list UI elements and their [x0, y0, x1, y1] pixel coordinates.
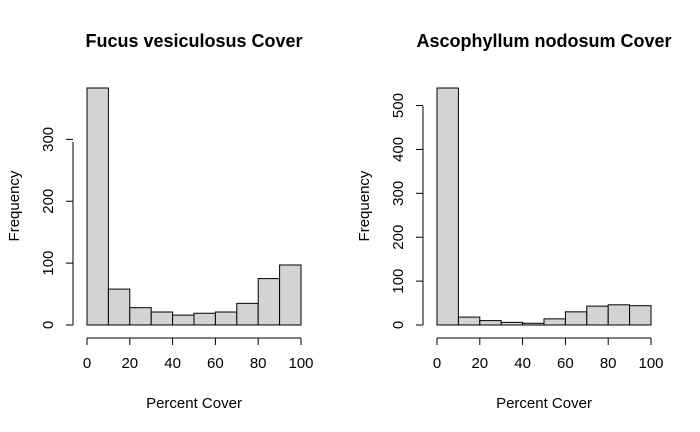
- x-tick-label: 40: [164, 355, 181, 372]
- histogram-bar: [150, 311, 174, 326]
- x-ticks: 0 20 40 60 80 100: [433, 338, 664, 372]
- histogram-bar: [86, 87, 109, 326]
- histogram-bar: [522, 322, 545, 326]
- histogram-bar: [586, 305, 609, 326]
- histogram-bar: [479, 320, 502, 326]
- y-tick-label: 0: [390, 321, 407, 329]
- y-tick-label: 0: [40, 321, 57, 329]
- chart-title: Ascophyllum nodosum Cover: [416, 31, 671, 51]
- x-tick-label: 80: [600, 355, 617, 372]
- y-tick-label: 200: [390, 225, 407, 250]
- x-ticks: 0 20 40 60 80 100: [83, 338, 314, 372]
- y-tick-label: 200: [40, 189, 57, 214]
- y-tick-label: 400: [390, 137, 407, 162]
- bars: [436, 87, 652, 326]
- y-tick-label: 100: [390, 269, 407, 294]
- bars: [86, 87, 302, 326]
- histogram-bar: [500, 321, 524, 326]
- histogram-bar: [564, 311, 588, 326]
- y-tick-label: 500: [390, 93, 407, 118]
- x-tick-label: 20: [121, 355, 138, 372]
- x-tick-label: 60: [207, 355, 224, 372]
- x-tick-label: 100: [288, 355, 313, 372]
- x-tick-label: 100: [638, 355, 663, 372]
- chart-fucus-vesiculosus: Fucus vesiculosus Cover 0 20 40 60 80 100 0 10…: [6, 31, 314, 412]
- histogram-bar: [257, 278, 281, 326]
- histogram-bar: [629, 305, 652, 326]
- histogram-bar: [279, 264, 302, 326]
- y-tick-label: 300: [40, 127, 57, 152]
- x-axis-label: Percent Cover: [496, 395, 592, 412]
- histogram-bar: [172, 314, 195, 326]
- histogram-bar: [543, 318, 566, 326]
- histogram-bar: [607, 304, 631, 326]
- chart-ascophyllum-nodosum: Ascophyllum nodosum Cover 0 20 40 60 80 100 0…: [356, 31, 672, 412]
- x-tick-label: 0: [83, 355, 91, 372]
- y-tick-label: 100: [40, 251, 57, 276]
- y-ticks: 0 100 200 300 400 500: [390, 93, 423, 329]
- y-ticks: 0 100 200 300: [40, 127, 73, 329]
- x-tick-label: 60: [557, 355, 574, 372]
- histogram-bar: [129, 307, 152, 326]
- histogram-bar: [457, 316, 481, 326]
- x-tick-label: 80: [250, 355, 267, 372]
- y-axis-label: Frequency: [356, 170, 373, 241]
- y-tick-label: 300: [390, 181, 407, 206]
- histogram-bar: [107, 288, 131, 326]
- histogram-bar: [193, 312, 216, 326]
- histogram-bar: [214, 311, 238, 326]
- x-tick-label: 0: [433, 355, 441, 372]
- x-tick-label: 20: [471, 355, 488, 372]
- y-axis-label: Frequency: [6, 170, 23, 241]
- histogram-bar: [236, 302, 259, 326]
- histogram-bar: [436, 87, 459, 326]
- x-tick-label: 40: [514, 355, 531, 372]
- chart-title: Fucus vesiculosus Cover: [85, 31, 302, 51]
- x-axis-label: Percent Cover: [146, 395, 242, 412]
